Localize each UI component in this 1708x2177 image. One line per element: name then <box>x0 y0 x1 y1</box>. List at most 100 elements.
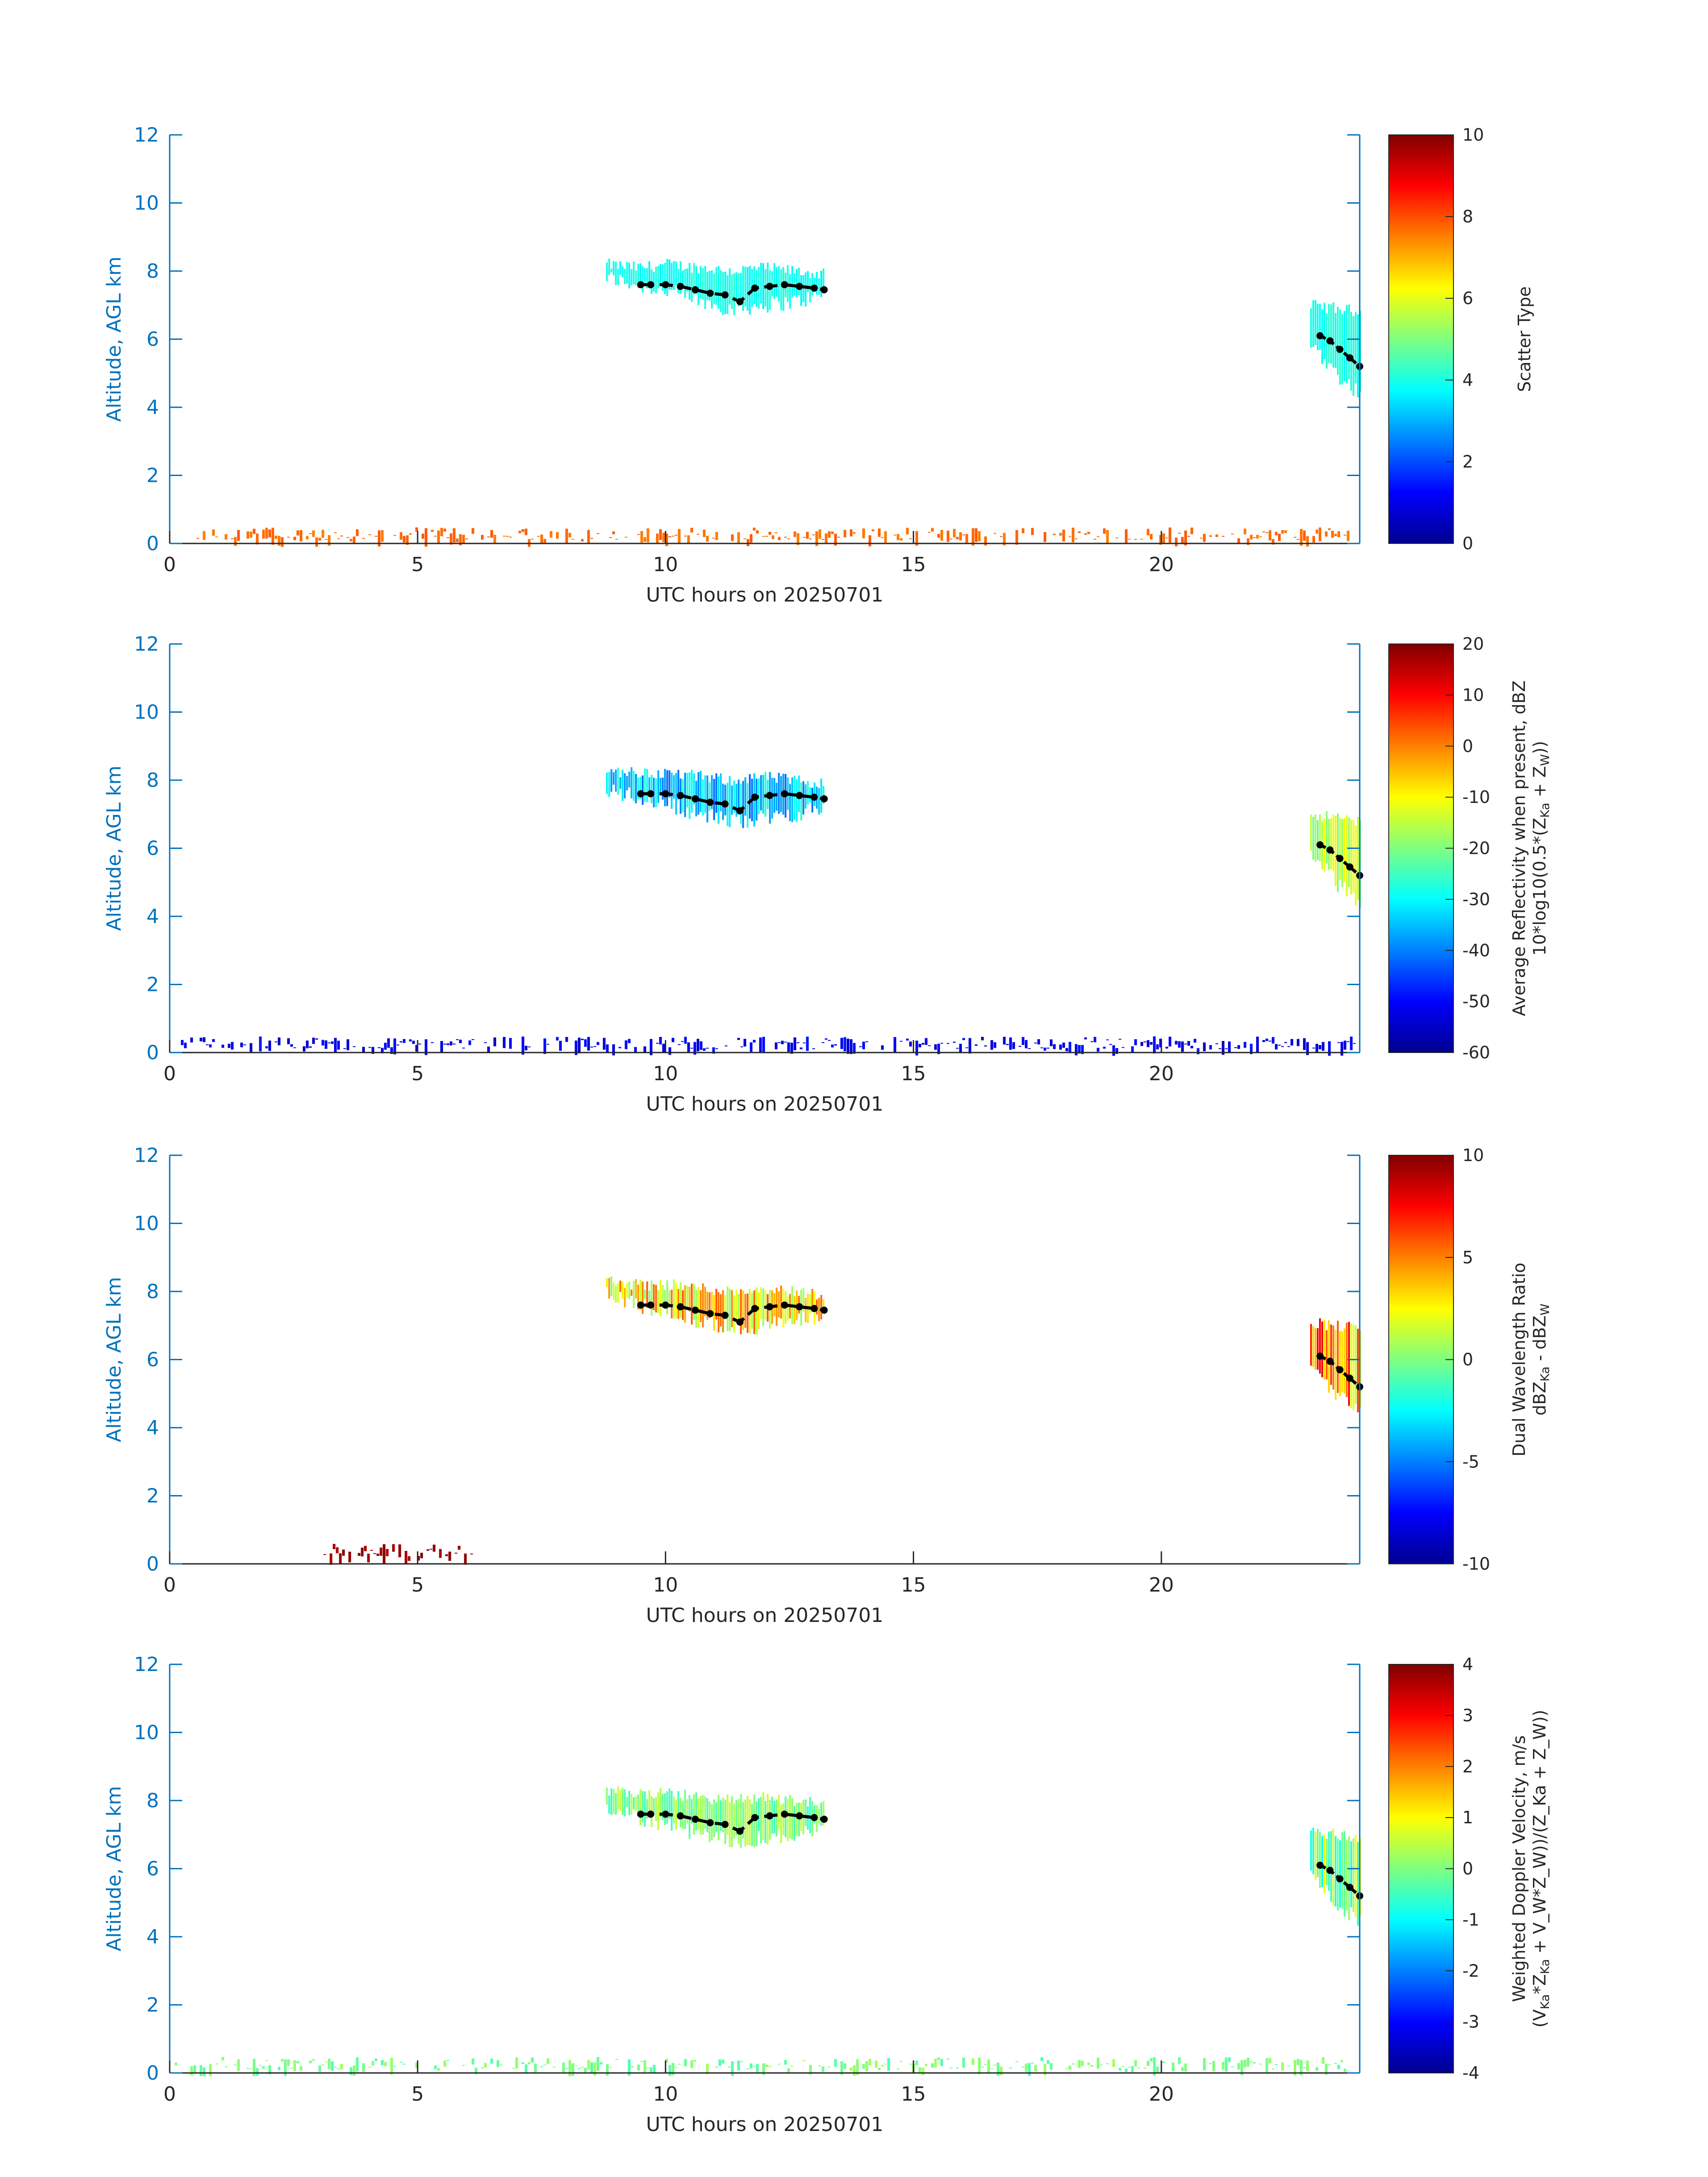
data-strip <box>975 1044 978 1046</box>
data-strip <box>706 775 709 823</box>
data-strip <box>372 1047 375 1054</box>
data-strip <box>856 2059 859 2075</box>
data-strip <box>1265 2058 1269 2073</box>
data-strip <box>568 2060 572 2077</box>
data-strip <box>543 1038 547 1054</box>
data-strip <box>364 1546 367 1551</box>
data-strip <box>737 532 740 544</box>
data-strip <box>756 1801 758 1846</box>
data-strip <box>664 769 666 806</box>
data-strip <box>1244 528 1247 535</box>
data-strip <box>1332 815 1334 871</box>
x-axis-label: UTC hours on 20250701 <box>646 584 884 606</box>
data-strip <box>718 776 720 824</box>
data-strip <box>820 271 823 297</box>
data-strip <box>1156 2066 1159 2073</box>
data-strip <box>747 783 749 828</box>
data-strip <box>959 532 962 541</box>
data-strip <box>613 1283 615 1300</box>
data-strip <box>633 261 635 284</box>
y-tick-label: 12 <box>134 1653 159 1676</box>
data-strip <box>1022 528 1025 533</box>
data-strip <box>372 2061 375 2066</box>
data-strip <box>1332 302 1334 368</box>
data-strip <box>1347 1041 1350 1042</box>
cloud-base-line <box>640 1303 825 1324</box>
data-strip <box>738 1799 740 1844</box>
data-strip <box>789 784 791 821</box>
data-strip <box>831 531 834 534</box>
data-strip <box>997 2062 1000 2076</box>
colorbar-tick-label: -60 <box>1462 1043 1490 1062</box>
data-strip <box>673 775 675 799</box>
data-strip <box>653 272 655 292</box>
data-strip <box>1346 1322 1348 1397</box>
data-strip <box>686 268 689 292</box>
data-strip <box>840 1038 844 1049</box>
data-strip <box>733 273 735 315</box>
data-strip <box>1315 1044 1319 1053</box>
data-strip <box>500 2064 503 2065</box>
data-strip <box>631 767 633 798</box>
data-strip <box>1357 817 1359 900</box>
data-strip <box>448 1551 451 1561</box>
data-strip <box>704 1287 706 1316</box>
colorbar-tick-label: 2 <box>1462 1757 1473 1776</box>
colorbar-gradient <box>1388 1155 1454 1564</box>
data-strip <box>834 534 837 546</box>
data-strip <box>1341 819 1343 887</box>
data-strip <box>909 538 912 539</box>
data-strip <box>684 269 686 298</box>
data-strip <box>906 1038 909 1041</box>
data-strip <box>798 267 800 295</box>
data-strip <box>740 1289 742 1334</box>
data-strip <box>578 2068 581 2069</box>
data-strip <box>666 259 668 297</box>
data-strip <box>1200 538 1203 539</box>
data-strip <box>624 269 626 284</box>
data-strip <box>1355 312 1357 384</box>
data-strip <box>1275 531 1278 535</box>
data-strip <box>400 1041 403 1043</box>
data-strip <box>415 2063 418 2068</box>
data-strip <box>1328 528 1331 530</box>
data-strip <box>711 1291 713 1317</box>
data-strip <box>1312 817 1314 860</box>
data-strip <box>418 1043 422 1045</box>
data-strip <box>859 1046 862 1047</box>
x-tick-label: 20 <box>1149 553 1174 576</box>
data-strip <box>1184 531 1187 546</box>
data-strip <box>1128 2067 1131 2068</box>
y-tick-label: 0 <box>146 532 159 555</box>
data-strip <box>481 535 484 540</box>
data-strip <box>1337 1839 1339 1911</box>
data-strip <box>590 2062 593 2073</box>
data-strip <box>1256 535 1259 539</box>
data-strip <box>807 271 809 292</box>
data-strip <box>325 539 328 540</box>
data-strip <box>234 2064 237 2066</box>
data-strip <box>759 1037 762 1053</box>
data-strip <box>655 267 657 294</box>
colorbar-tick-label: -5 <box>1462 1452 1479 1471</box>
data-strip <box>613 1789 615 1814</box>
data-strip <box>340 2064 343 2069</box>
data-strip <box>1140 1042 1144 1046</box>
data-strip <box>931 528 934 532</box>
data-strip <box>268 2065 271 2075</box>
colorbar-tick-label: 2 <box>1462 452 1473 472</box>
data-strip <box>1253 537 1256 538</box>
data-strip <box>522 2062 525 2064</box>
data-strip <box>1330 818 1332 869</box>
data-strip <box>1178 1041 1181 1048</box>
data-strip <box>462 2065 465 2066</box>
data-strip <box>666 770 668 806</box>
data-strip <box>762 1036 765 1053</box>
data-strip <box>300 530 303 542</box>
data-strip <box>1300 529 1303 546</box>
data-strip <box>819 529 822 539</box>
data-strip <box>340 535 343 537</box>
data-strip <box>1324 302 1325 359</box>
data-strip <box>1203 534 1206 542</box>
data-strip <box>1150 534 1153 540</box>
